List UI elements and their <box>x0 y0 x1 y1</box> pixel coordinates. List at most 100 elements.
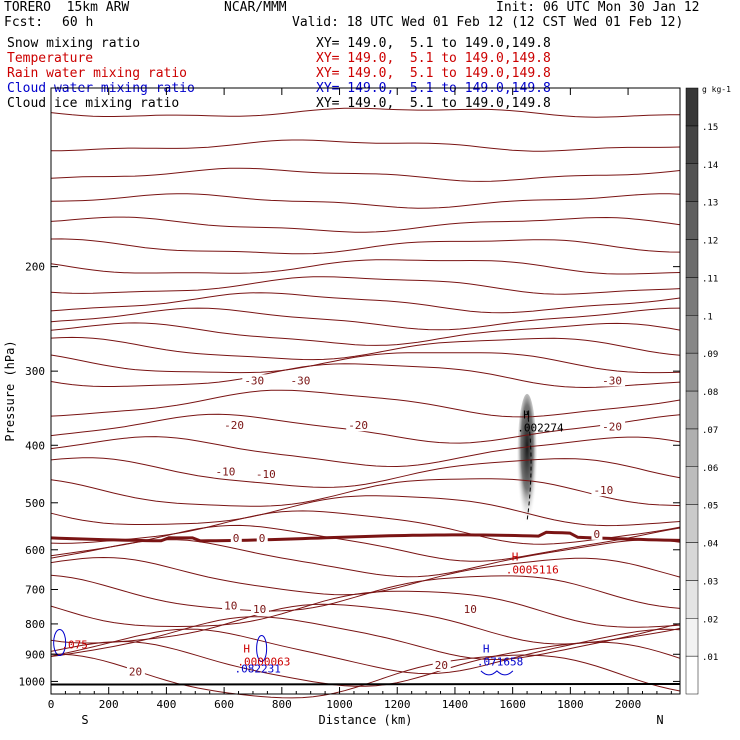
isotherm-line <box>50 510 681 545</box>
legend-field-label: Rain water mixing ratio <box>7 66 188 81</box>
colorbar-tick-label: .09 <box>702 350 718 360</box>
isotherm-line <box>50 603 681 645</box>
snow-shading <box>517 393 538 534</box>
init-time: Init: 06 UTC Mon 30 Jan 12 <box>496 0 700 15</box>
freezing-level-line <box>50 530 681 543</box>
legend-field-xy: XY= 149.0, 5.1 to 149.0,149.8 <box>316 96 551 111</box>
isotherm-line <box>50 107 680 118</box>
isotherm-label-bg <box>432 658 451 671</box>
y-tick-label: 400 <box>25 439 45 452</box>
colorbar-tick-label: .08 <box>702 388 718 398</box>
isotherm-line <box>50 574 681 612</box>
colorbar-tick-label: .03 <box>702 577 718 587</box>
colorbar-segment <box>685 542 699 581</box>
y-tick-label: 900 <box>25 648 45 661</box>
colorbar-segment <box>685 163 699 202</box>
isotherm-label-bg <box>256 531 268 544</box>
isotherm-label-bg <box>222 599 241 612</box>
isotherm-label: -10 <box>593 484 613 497</box>
colorbar-segment <box>685 125 699 164</box>
y-tick-label: 200 <box>25 261 45 274</box>
model-title: TORERO 15km ARW <box>4 0 130 15</box>
x-tick-label: 800 <box>272 698 292 711</box>
legend-field-xy: XY= 149.0, 5.1 to 149.0,149.8 <box>316 51 551 66</box>
isotherm-label: -20 <box>602 421 622 434</box>
isotherm-label-bg <box>222 419 248 432</box>
colorbar-segment <box>685 201 699 240</box>
isotherm-label: -30 <box>290 374 310 387</box>
colorbar-tick-label: .04 <box>702 540 718 550</box>
maximum-marker: H <box>243 643 250 656</box>
x-tick-label: 1200 <box>384 698 411 711</box>
colorbar-segment <box>685 504 699 543</box>
south-end-label: S <box>81 713 88 727</box>
legend-field-xy: XY= 149.0, 5.1 to 149.0,149.8 <box>316 36 551 51</box>
isotherm-label: -20 <box>348 419 368 432</box>
y-tick-label: 700 <box>25 584 45 597</box>
maximum-marker: H <box>512 550 519 563</box>
maximum-value: .082231 <box>235 663 281 676</box>
plot-frame <box>50 87 681 695</box>
isotherm-label-bg <box>230 531 242 544</box>
isotherm-label-bg <box>253 467 279 480</box>
isotherm-label: 10 <box>464 603 477 616</box>
isotherm-line <box>50 363 681 389</box>
maximum-value: .075 <box>61 639 88 652</box>
cloud-water-contour <box>256 634 268 662</box>
y-tick-label: 300 <box>25 365 45 378</box>
isotherm-label: 10 <box>253 603 266 616</box>
isotherm-line <box>50 307 681 331</box>
colorbar-segment <box>685 428 699 467</box>
colorbar-tick-label: .15 <box>702 123 718 133</box>
surface-line <box>50 682 681 686</box>
maximum-value: .0005116 <box>506 563 559 576</box>
isotherm-label: 0 <box>259 532 266 545</box>
colorbar-tick-label: .01 <box>702 653 718 663</box>
isotherm-line <box>50 478 681 507</box>
x-tick-label: 0 <box>48 698 55 711</box>
organization: NCAR/MMM <box>224 0 287 15</box>
cloud-ice-contour <box>526 410 532 521</box>
x-tick-label: 200 <box>99 698 119 711</box>
isotherm-label-bg <box>213 465 239 478</box>
colorbar-segment <box>685 390 699 430</box>
colorbar-segment <box>685 87 699 127</box>
cloud-water-contour <box>480 670 514 676</box>
y-tick-label: 500 <box>25 497 45 510</box>
isotherm-line <box>50 413 681 444</box>
colorbar-tick-label: .14 <box>702 161 718 171</box>
colorbar-segment <box>685 239 699 278</box>
colorbar-tick-label: .07 <box>702 426 718 436</box>
isotherm-line <box>50 352 681 374</box>
colorbar-segment <box>685 466 699 505</box>
isotherm-line <box>50 524 681 562</box>
y-tick-label: 600 <box>25 544 45 557</box>
x-tick-label: 1800 <box>557 698 584 711</box>
colorbar-unit: g kg-1 <box>702 85 731 94</box>
forecast-hours: 60 h <box>62 15 94 30</box>
isotherm-line <box>50 238 681 255</box>
colorbar-segment <box>685 277 699 316</box>
isotherm-line <box>50 216 681 233</box>
isotherm-line <box>50 167 681 182</box>
colorbar-segment <box>685 618 699 657</box>
isotherm-label-bg <box>346 419 372 432</box>
legend-field-label: Snow mixing ratio <box>7 36 141 51</box>
isotherm-line <box>50 436 681 468</box>
colorbar-segment <box>685 352 699 392</box>
x-tick-label: 1000 <box>326 698 353 711</box>
isotherm-label-bg <box>250 602 269 615</box>
y-axis-title: Pressure (hPa) <box>3 340 17 441</box>
isotherm-label: -20 <box>224 419 244 432</box>
north-end-label: N <box>656 713 663 727</box>
colorbar-tick-label: .1 <box>702 312 713 322</box>
isotherm-label: -30 <box>244 374 264 387</box>
x-tick-label: 1600 <box>499 698 526 711</box>
isotherm-label: 0 <box>593 528 600 541</box>
isotherm-line <box>50 653 681 699</box>
x-tick-label: 600 <box>214 698 234 711</box>
maximum-value: .071658 <box>477 656 523 669</box>
legend-field-label: Temperature <box>7 51 94 66</box>
isotherm-label: -30 <box>602 374 622 387</box>
